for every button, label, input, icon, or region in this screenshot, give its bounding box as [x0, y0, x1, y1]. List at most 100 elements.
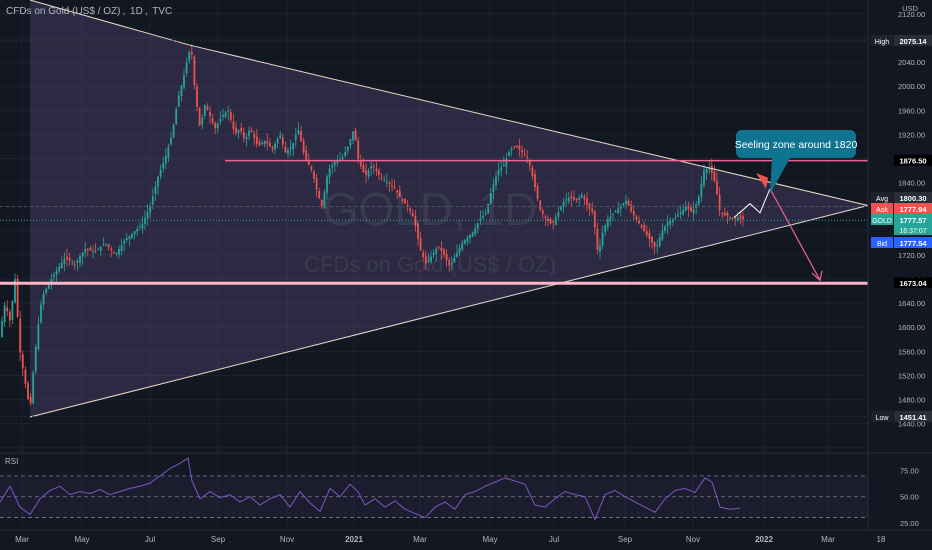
candle-body — [448, 259, 451, 266]
candle-body — [372, 166, 375, 168]
candle-body — [141, 223, 144, 229]
candle-body — [422, 252, 425, 257]
candle-body — [263, 140, 266, 145]
countdown-value: 16:37:07 — [899, 228, 926, 235]
candle-body — [287, 149, 289, 155]
candle-body — [271, 146, 274, 149]
candle-body — [705, 169, 708, 173]
candle-body — [146, 212, 149, 219]
candle-body — [630, 204, 633, 212]
triangle-pattern-fill — [30, 0, 868, 418]
candle-body — [60, 262, 63, 268]
candle-body — [214, 123, 217, 129]
candle-body — [396, 190, 399, 193]
candle-body — [63, 258, 66, 264]
candle-body — [404, 198, 406, 204]
rsi-label: RSI — [5, 457, 18, 466]
high-tag-value: 2075.14 — [899, 37, 927, 46]
candle-body — [175, 109, 178, 125]
candle-body — [723, 212, 726, 216]
candle-body — [268, 142, 271, 147]
candle-body — [8, 311, 11, 321]
candle-body — [177, 95, 180, 107]
time-tick-label: Mar — [821, 535, 835, 544]
price-tick-label: 1840.00 — [898, 179, 925, 188]
candle-body — [133, 231, 136, 235]
candle-body — [573, 197, 575, 200]
candle-body — [359, 161, 362, 166]
candle-body — [648, 232, 651, 239]
low-tag-label: Low — [876, 415, 890, 422]
ask-tag-label-box — [871, 203, 893, 214]
time-tick-label: Mar — [413, 535, 427, 544]
candle-body — [599, 245, 601, 252]
candle-body — [666, 222, 669, 227]
candle-body — [331, 165, 334, 168]
candle-body — [570, 196, 573, 199]
candle-body — [708, 167, 711, 170]
candle-body — [227, 110, 230, 112]
candle-body — [664, 226, 666, 231]
candle-body — [692, 209, 695, 214]
candle-body — [302, 140, 305, 153]
candle-body — [736, 217, 739, 221]
candle-body — [284, 146, 287, 153]
candle-body — [162, 163, 165, 169]
candle-body — [721, 212, 724, 214]
candle-body — [547, 218, 549, 221]
candle-body — [697, 196, 700, 205]
candle-body — [557, 211, 560, 217]
candle-body — [240, 127, 243, 132]
candle-body — [73, 263, 76, 265]
candle-body — [638, 220, 640, 224]
candle-body — [144, 218, 146, 224]
candle-body — [297, 130, 300, 135]
candle-body — [237, 130, 240, 133]
avg-tag-label-box — [871, 192, 893, 203]
candle-body — [497, 169, 500, 176]
candle-body — [508, 151, 510, 157]
candle-body — [640, 225, 643, 228]
bid-tag-label: Bid — [877, 241, 887, 248]
candle-body — [66, 256, 68, 260]
candle-body — [222, 115, 224, 117]
candle-body — [50, 279, 53, 285]
candle-body — [21, 354, 24, 369]
candle-body — [346, 146, 349, 151]
candle-body — [450, 263, 453, 265]
candle-body — [123, 241, 126, 244]
time-tick-label: Jul — [549, 535, 559, 544]
candle-body — [167, 146, 170, 158]
price-tick-label: 1640.00 — [898, 299, 925, 308]
candle-body — [656, 245, 659, 247]
candle-body — [528, 160, 531, 166]
sell-marker-icon — [756, 172, 768, 189]
candle-body — [185, 62, 188, 74]
candle-body — [424, 255, 427, 264]
watermark-name: CFDs on Gold (US$ / OZ) — [304, 252, 556, 277]
candle-body — [375, 168, 378, 172]
candle-body — [47, 283, 50, 289]
candle-body — [583, 196, 586, 200]
candle-body — [151, 196, 154, 205]
candle-body — [661, 230, 664, 240]
candle-body — [700, 183, 703, 198]
candle-body — [586, 198, 588, 205]
candle-body — [333, 161, 336, 166]
candle-body — [580, 194, 583, 198]
candle-body — [94, 250, 97, 252]
candle-body — [6, 307, 9, 312]
projection-arrow-head — [811, 270, 823, 282]
candle-body — [541, 210, 544, 214]
price-tick-label: 1520.00 — [898, 371, 925, 380]
candle-body — [601, 232, 604, 246]
candle-body — [253, 133, 256, 138]
candle-body — [354, 130, 357, 141]
candle-body — [242, 132, 245, 138]
candle-body — [456, 252, 458, 257]
candle-body — [487, 203, 490, 214]
candle-body — [55, 270, 58, 275]
resistance-tag-value: 1876.50 — [899, 157, 926, 166]
candle-body — [180, 85, 183, 96]
